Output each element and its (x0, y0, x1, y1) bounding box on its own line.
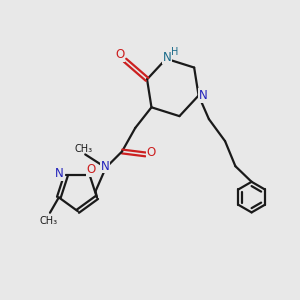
Text: CH₃: CH₃ (40, 216, 58, 226)
Text: N: N (101, 160, 110, 173)
Text: N: N (55, 167, 64, 180)
Text: H: H (171, 47, 179, 57)
Text: O: O (115, 48, 124, 62)
Text: N: N (199, 89, 207, 102)
Text: CH₃: CH₃ (75, 144, 93, 154)
Text: N: N (162, 51, 171, 64)
Text: O: O (86, 163, 96, 176)
Text: O: O (147, 146, 156, 159)
